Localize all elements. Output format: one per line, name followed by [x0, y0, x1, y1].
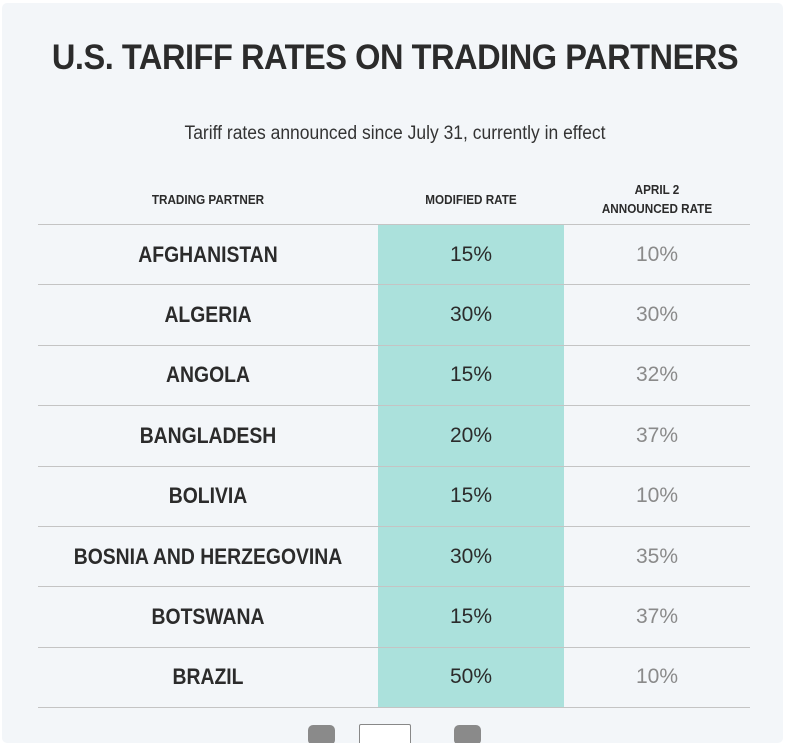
modified-rate-cell: 20%: [378, 406, 564, 466]
april-rate-cell: 10%: [635, 665, 679, 689]
partner-cell: BRAZIL: [172, 664, 244, 690]
partner-cell: ANGOLA: [166, 362, 250, 388]
modified-rate-cell: 30%: [378, 526, 564, 587]
april-rate-cell: 32%: [635, 363, 679, 387]
april-rate-cell: 37%: [635, 605, 679, 629]
table-row: ALGERIA 30% 30%: [38, 284, 750, 345]
april-rate-cell: 30%: [635, 303, 679, 327]
modified-rate-cell: 15%: [378, 345, 564, 406]
page-subtitle: Tariff rates announced since July 31, cu…: [184, 123, 606, 144]
page-title: U.S. TARIFF RATES ON TRADING PARTNERS: [51, 38, 739, 77]
partner-cell: BOTSWANA: [151, 604, 265, 630]
april-rate-cell: 10%: [635, 242, 679, 266]
partner-cell: BOSNIA AND HERZEGOVINA: [73, 543, 343, 569]
modified-rate-cell: 15%: [378, 225, 564, 285]
table-row: BOSNIA AND HERZEGOVINA 30% 35%: [38, 525, 750, 587]
modified-rate-cell: 50%: [378, 647, 564, 708]
column-header-modified-rate[interactable]: MODIFIED RATE: [425, 191, 517, 207]
modified-rate-cell: 15%: [378, 587, 564, 647]
table-row: BANGLADESH 20% 37%: [38, 405, 750, 466]
table-row: BOTSWANA 15% 37%: [38, 586, 750, 647]
previous-page-button[interactable]: [308, 725, 335, 743]
table-row: AFGHANISTAN 15% 10%: [38, 224, 750, 285]
modified-rate-cell: 15%: [378, 466, 564, 526]
table-body: AFGHANISTAN 15% 10% ALGERIA 30% 30% ANGO…: [38, 224, 750, 709]
partner-cell: ALGERIA: [164, 302, 252, 328]
partner-cell: AFGHANISTAN: [138, 241, 278, 267]
partner-cell: BOLIVIA: [168, 483, 248, 509]
modified-rate-cell: 30%: [378, 285, 564, 345]
table-row: ANGOLA 15% 32%: [38, 344, 750, 406]
table-card: U.S. TARIFF RATES ON TRADING PARTNERS Ta…: [2, 3, 783, 743]
table-row: BOLIVIA 15% 10%: [38, 465, 750, 526]
table-row: BRAZIL 50% 10%: [38, 646, 750, 709]
column-header-partner[interactable]: TRADING PARTNER: [151, 191, 265, 207]
april-rate-cell: 37%: [635, 423, 679, 447]
page-number-input[interactable]: [359, 724, 411, 743]
april-header-text: APRIL 2 ANNOUNCED RATE: [601, 182, 713, 216]
partner-cell: BANGLADESH: [139, 422, 277, 448]
april-rate-cell: 35%: [635, 544, 679, 568]
table-header: TRADING PARTNER MODIFIED RATE APRIL 2 ANN…: [38, 173, 750, 225]
april-rate-cell: 10%: [635, 484, 679, 508]
next-page-button[interactable]: [454, 725, 481, 743]
column-header-april-rate[interactable]: APRIL 2 ANNOUNCED RATE: [573, 173, 740, 225]
